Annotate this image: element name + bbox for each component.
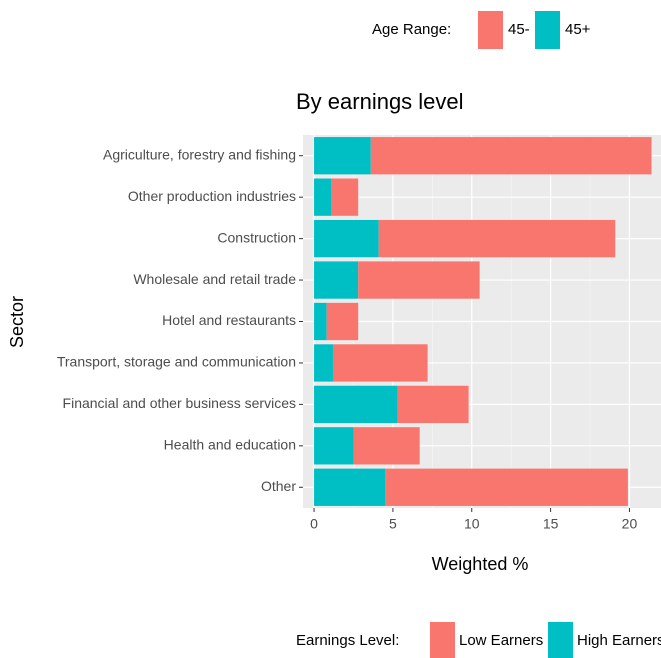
x-tick-label: 10 — [464, 516, 480, 532]
bar-segment — [314, 344, 333, 382]
y-tick-label: Construction — [217, 229, 296, 245]
x-tick-label: 5 — [389, 516, 397, 532]
legend-key — [535, 11, 560, 49]
legend-key — [548, 622, 573, 658]
chart-title: By earnings level — [296, 89, 464, 114]
bar-segment — [314, 137, 371, 175]
y-tick-label: Wholesale and retail trade — [133, 271, 296, 287]
y-tick-label: Other — [261, 478, 296, 494]
legend-key — [478, 11, 503, 49]
bar-segment — [378, 219, 616, 258]
y-axis-title: Sector — [7, 296, 27, 348]
legend-label: High Earners — [577, 632, 661, 649]
bar-segment — [314, 427, 354, 465]
bar-segment — [358, 261, 480, 299]
bar-segment — [370, 137, 652, 175]
y-tick-label: Other production industries — [128, 188, 296, 204]
bar-segment — [385, 468, 628, 506]
legend-label: 45+ — [565, 21, 591, 38]
y-tick-label: Agriculture, forestry and fishing — [103, 146, 296, 162]
bar-segment — [314, 219, 379, 258]
bar-segment — [314, 468, 386, 506]
bar-segment — [397, 385, 469, 424]
bar-segment — [332, 344, 428, 382]
legend-key — [430, 622, 455, 658]
y-tick-label: Hotel and restaurants — [162, 312, 296, 328]
legend-title: Earnings Level: — [296, 632, 399, 649]
bar-segment — [326, 302, 359, 341]
y-tick-label: Financial and other business services — [63, 395, 296, 411]
x-axis-title: Weighted % — [432, 554, 529, 574]
x-tick-label: 15 — [543, 516, 559, 532]
bar-segment — [314, 302, 327, 341]
legend-label: Low Earners — [459, 632, 543, 649]
bar-segment — [353, 427, 420, 465]
x-tick-label: 20 — [622, 516, 638, 532]
legend-title: Age Range: — [372, 21, 451, 38]
x-tick-label: 0 — [310, 516, 318, 532]
bar-segment — [314, 178, 332, 216]
bar-segment — [314, 261, 359, 299]
bar-segment — [314, 385, 398, 424]
y-tick-label: Transport, storage and communication — [57, 354, 296, 370]
legend-label: 45- — [508, 21, 530, 38]
y-tick-label: Health and education — [164, 437, 296, 453]
bar-segment — [331, 178, 359, 216]
